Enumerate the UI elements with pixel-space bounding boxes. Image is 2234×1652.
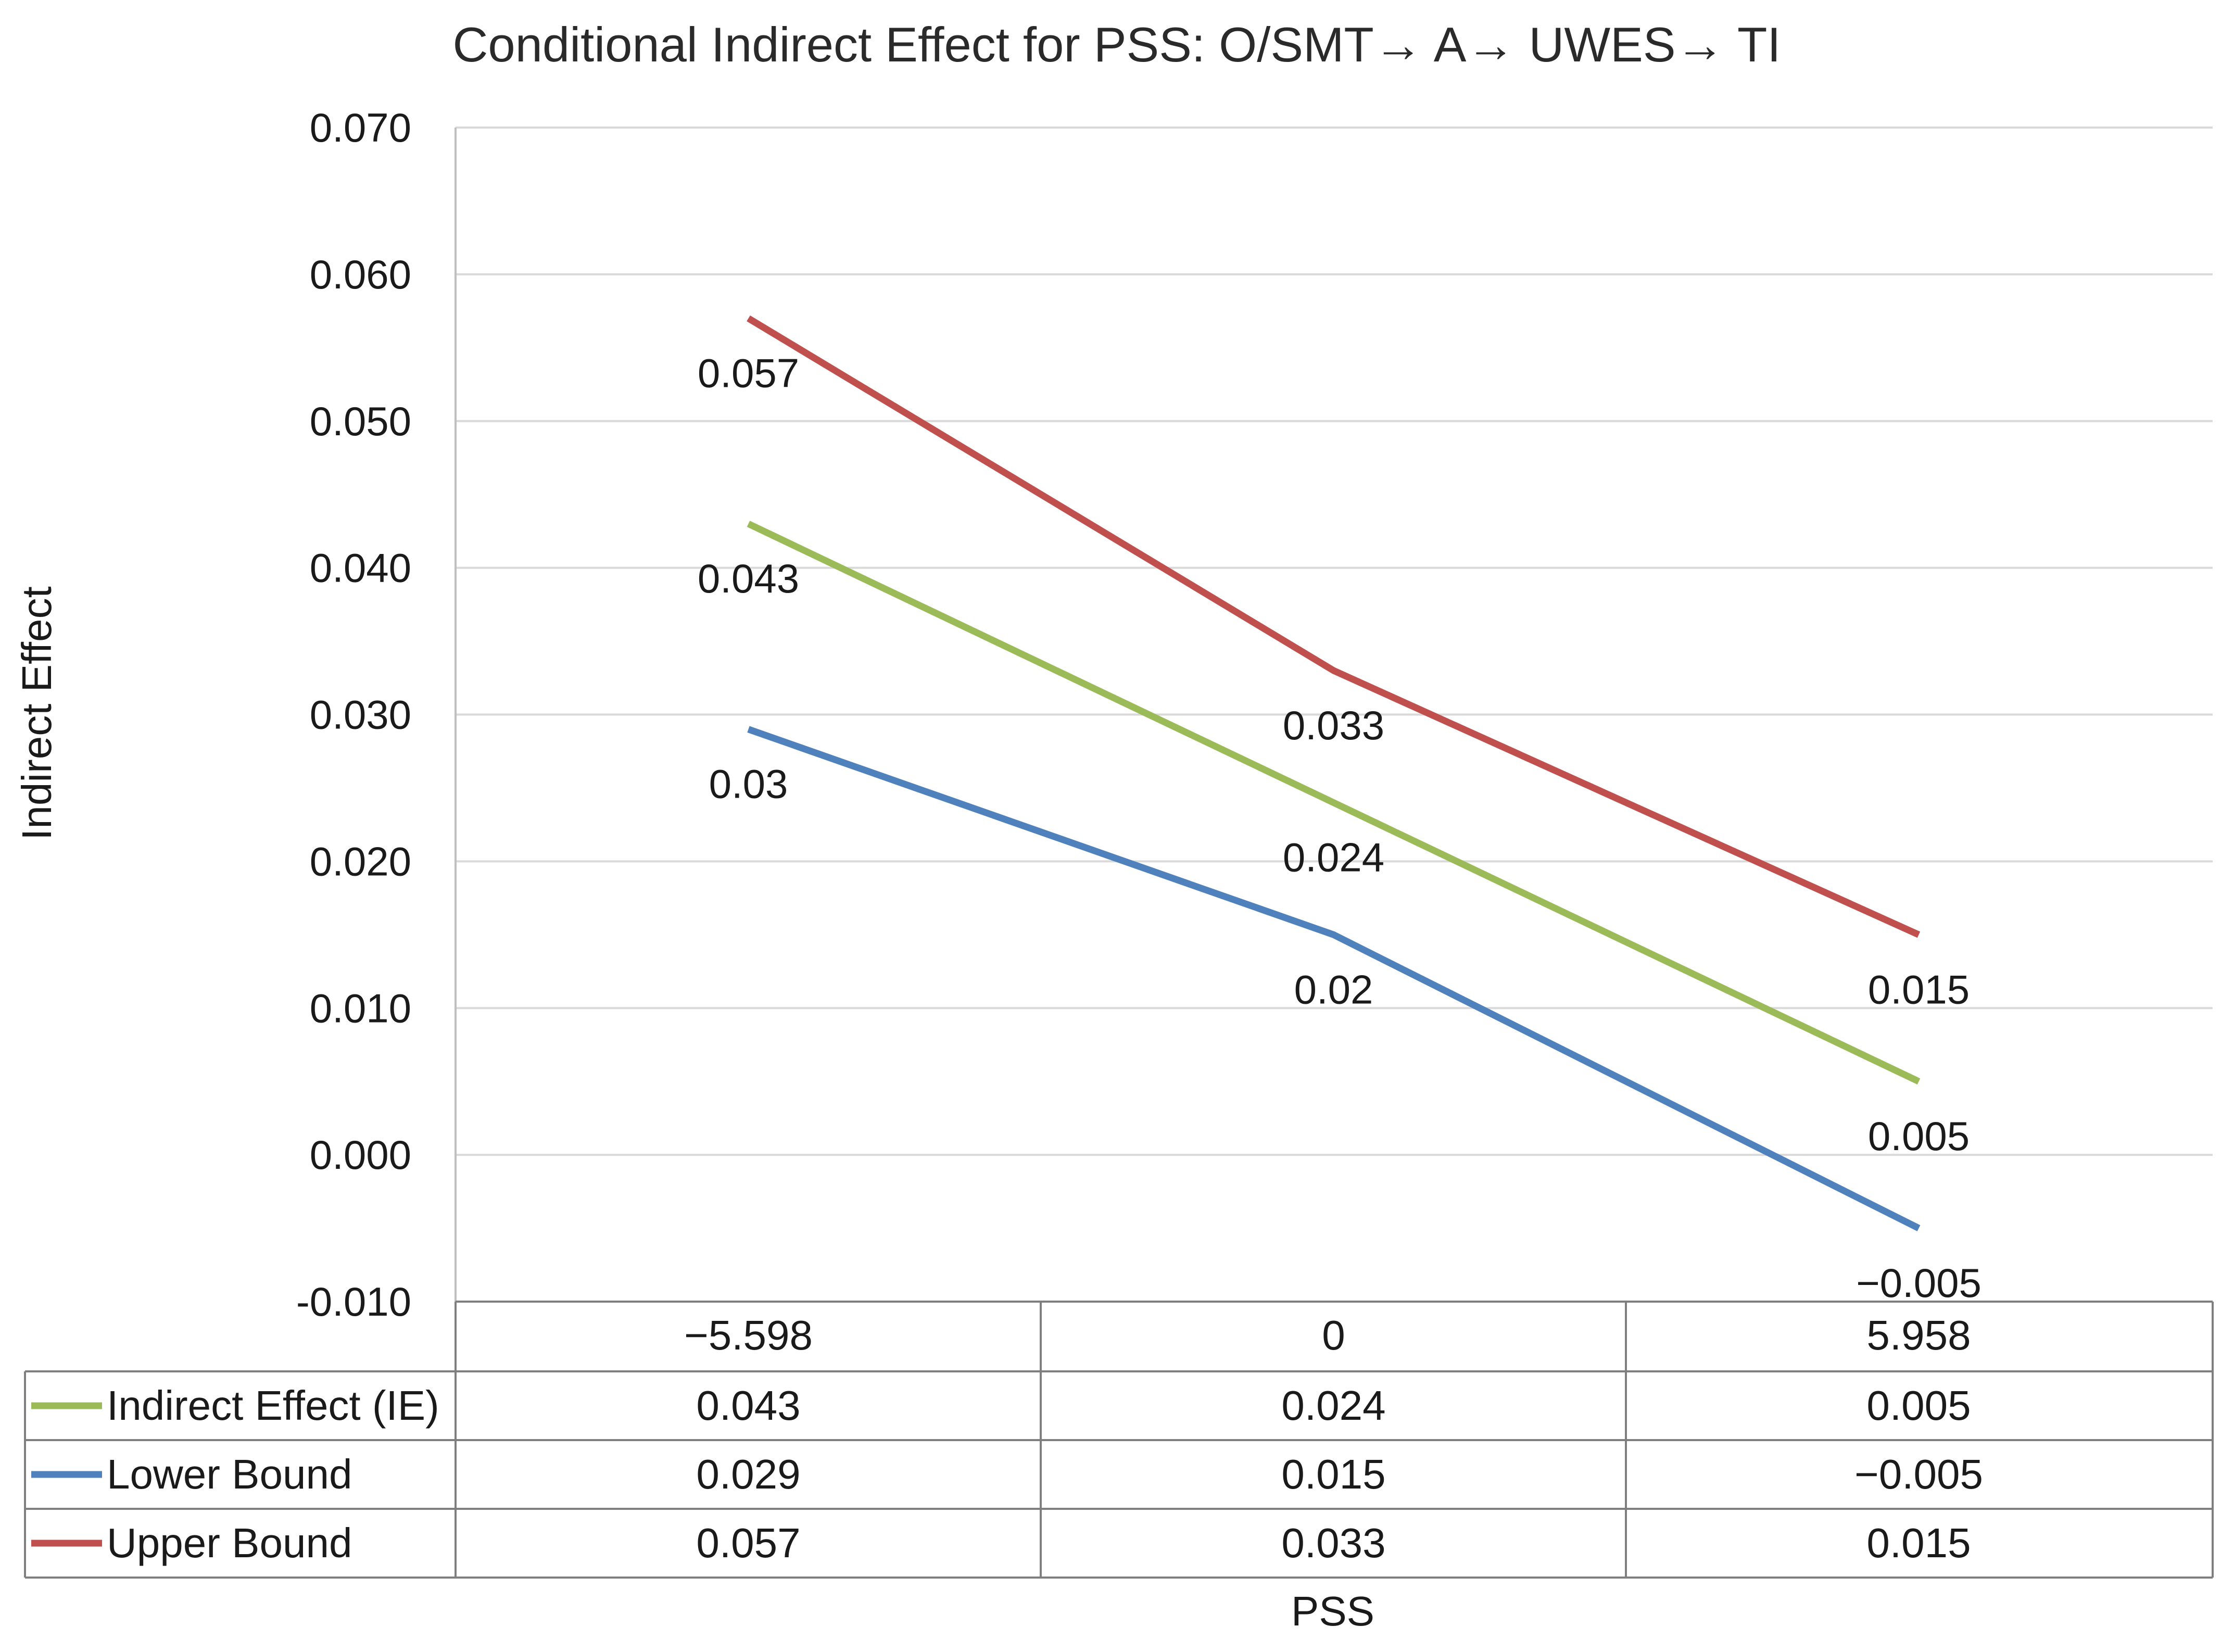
y-tick-label: -0.010 — [296, 1279, 411, 1325]
table-cell: 0.057 — [696, 1520, 800, 1566]
data-label: 0.033 — [1283, 702, 1384, 748]
data-label: 0.02 — [1294, 966, 1373, 1012]
data-label: 0.03 — [709, 761, 788, 807]
legend-entry: Upper Bound — [107, 1520, 352, 1566]
data-label: 0.024 — [1283, 835, 1384, 880]
y-tick-label: 0.030 — [310, 692, 411, 738]
y-axis-title: Indirect Effect — [14, 586, 60, 840]
table-cell: 0.043 — [696, 1382, 800, 1429]
table-cell: 0.005 — [1866, 1382, 1971, 1429]
table-cell: −0.005 — [1854, 1451, 1983, 1497]
y-tick-label: 0.050 — [310, 398, 411, 444]
x-category-label: 0 — [1322, 1312, 1345, 1358]
table-cell: 0.033 — [1281, 1520, 1385, 1566]
y-tick-label: 0.020 — [310, 838, 411, 884]
data-label: 0.043 — [698, 556, 799, 601]
data-table: −5.598 0 5.958 Indirect Effect (IE) 0.043 0.0… — [24, 1301, 2214, 1579]
legend-entry: Indirect Effect (IE) — [107, 1382, 439, 1429]
x-category-label: 5.958 — [1866, 1312, 1971, 1358]
series-line-indirect-effect-ie — [747, 521, 1921, 1085]
y-axis-ticks: 0.070 0.060 0.050 0.040 0.030 0.020 0.010 0.000… — [296, 105, 411, 1325]
table-cell: 0.015 — [1281, 1451, 1385, 1497]
series-lines — [747, 315, 1921, 1231]
x-axis-title: PSS — [1291, 1588, 1374, 1634]
series-line-lower-bound — [747, 726, 1921, 1231]
y-tick-label: 0.070 — [310, 105, 411, 150]
data-label: 0.015 — [1868, 966, 1970, 1012]
y-tick-label: 0.000 — [310, 1132, 411, 1178]
y-tick-label: 0.010 — [310, 985, 411, 1031]
data-labels: 0.043 0.024 0.005 0.03 0.02 −0.005 0.057 0.033 0… — [698, 350, 1981, 1306]
chart-title: Conditional Indirect Effect for PSS: O/S… — [452, 17, 1781, 72]
x-category-label: −5.598 — [684, 1312, 813, 1358]
data-label: 0.057 — [698, 350, 799, 396]
table-cell: 0.015 — [1866, 1520, 1971, 1566]
data-label: 0.005 — [1868, 1113, 1970, 1159]
legend-entry: Lower Bound — [107, 1451, 352, 1497]
table-cell: 0.024 — [1281, 1382, 1385, 1429]
y-tick-label: 0.040 — [310, 545, 411, 591]
table-cell: 0.029 — [696, 1451, 800, 1497]
series-line-upper-bound — [747, 315, 1921, 938]
data-label: −0.005 — [1856, 1260, 1981, 1306]
y-tick-label: 0.060 — [310, 251, 411, 297]
